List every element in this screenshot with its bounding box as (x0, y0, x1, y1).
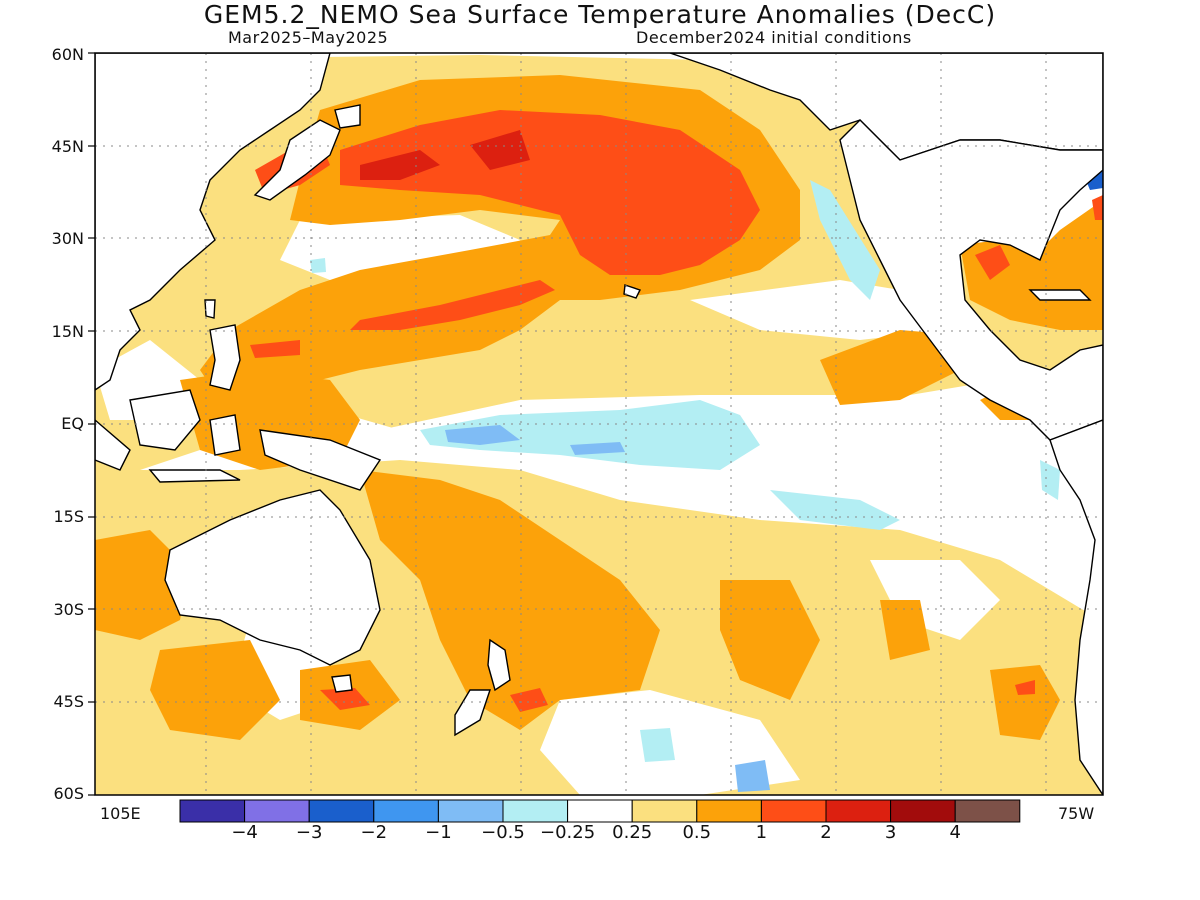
land-nz-south (454, 689, 491, 737)
lat-label-30n: 30N (51, 229, 84, 248)
anomaly-eq-neg-05b (570, 442, 625, 455)
anomaly-se-pacific-1 (880, 600, 930, 660)
land-japan (253, 119, 341, 201)
anomaly-kuroshio-3 (360, 150, 440, 180)
colorbar-swatch (890, 799, 956, 823)
anomaly-gulf-2 (975, 245, 1010, 280)
anomaly-nz-2 (510, 688, 548, 712)
colorbar-swatch (437, 799, 504, 823)
colorbar-swatch (631, 799, 698, 823)
anomaly-south-neg2 (735, 760, 770, 792)
land-hokkaido (334, 104, 361, 129)
lat-label-60s: 60S (53, 784, 84, 803)
colorbar-tick-label: 0.5 (682, 822, 712, 843)
colorbar-swatch (179, 799, 246, 823)
lat-label-30s: 30S (53, 600, 84, 619)
land-sulawesi (209, 414, 241, 456)
land-borneo (129, 389, 201, 451)
colorbar-tick-label: −3 (295, 822, 323, 843)
colorbar-tick-label: −0.5 (481, 822, 525, 843)
anomaly-phil-2 (250, 340, 300, 358)
chart-title: GEM5.2_NEMO Sea Surface Temperature Anom… (203, 0, 997, 29)
land-java (148, 469, 241, 483)
anomaly-atlantic-2 (1092, 195, 1103, 220)
anomaly-atlantic-neg (1085, 170, 1103, 190)
anomaly-calif-neg (810, 180, 880, 300)
land-australia (164, 489, 381, 666)
colorbar (179, 799, 1021, 823)
lat-label-15s: 15S (53, 507, 84, 526)
anomaly-eq-neg-05 (445, 425, 520, 445)
lat-label-15n: 15N (51, 322, 84, 341)
land-cuba (1028, 289, 1092, 301)
land-hawaii (623, 284, 641, 299)
colorbar-tick-label: 0.25 (612, 822, 653, 843)
colorbar-swatch (825, 799, 892, 823)
colorbar-swatch (954, 799, 1021, 823)
colorbar-swatch (760, 799, 827, 823)
land-asia (95, 53, 331, 391)
lat-label-eq: EQ (61, 414, 84, 433)
colorbar-swatch (502, 799, 569, 823)
colorbar-tick-label: 4 (949, 822, 961, 843)
land-nz-north (487, 638, 511, 692)
colorbar-swatch (308, 799, 375, 823)
colorbar-tick-label: −1 (425, 822, 452, 843)
coastlines (95, 53, 1103, 795)
lat-ticks (88, 52, 95, 796)
land-newguinea (259, 429, 382, 491)
land-north-america (839, 119, 1103, 441)
land-south-america (1049, 419, 1103, 795)
anomaly-sw-pacific-1 (360, 470, 660, 730)
colorbar-swatch (244, 799, 310, 823)
colorbar-tick-label: 3 (884, 822, 897, 843)
colorbar-tick-label: −4 (231, 822, 258, 843)
colorbar-swatch (696, 799, 762, 823)
colorbar-tick-label: 2 (820, 822, 832, 843)
colorbar-tick-label: −2 (360, 822, 388, 843)
anomaly-west-neg (310, 258, 326, 273)
anomaly-south-indian-1 (95, 530, 190, 640)
anomaly-central-south-1 (720, 580, 820, 700)
anomaly-east-neg (770, 490, 900, 530)
colorbar-swatch (567, 799, 633, 823)
anomaly-subtrop-2 (350, 280, 555, 330)
land-tasmania (331, 674, 353, 693)
anomaly-midlat-3 (470, 130, 530, 170)
anomaly-neutral-ne (690, 280, 960, 340)
anomaly-south-neg (640, 728, 675, 762)
forecast-period: Mar2025–May2025 (228, 28, 389, 47)
initial-conditions: December2024 initial conditions (636, 28, 912, 47)
lon-label-right: 75W (1058, 804, 1095, 823)
anomaly-north-pacific-2 (340, 110, 760, 275)
colorbar-tick-label: 1 (755, 822, 768, 843)
land-sumatra (95, 419, 131, 471)
lat-label-45n: 45N (51, 137, 84, 156)
anomaly-south-aus-1 (150, 640, 280, 740)
anomaly-field (95, 53, 1103, 795)
anomaly-eq-neg-025 (420, 400, 760, 470)
land-philippines (209, 324, 241, 391)
anomaly-peru-neg (1040, 460, 1060, 500)
colorbar-swatch (373, 799, 439, 823)
grid (95, 53, 1103, 795)
anomaly-tasman-2 (320, 688, 370, 710)
lat-label-60n: 60N (51, 45, 84, 64)
lon-label-left: 105E (100, 804, 141, 823)
lat-label-45s: 45S (53, 692, 84, 711)
anomaly-south-east-2 (1015, 680, 1035, 695)
anomaly-east-trop-1 (820, 330, 960, 405)
colorbar-tick-label: −0.25 (540, 822, 596, 843)
